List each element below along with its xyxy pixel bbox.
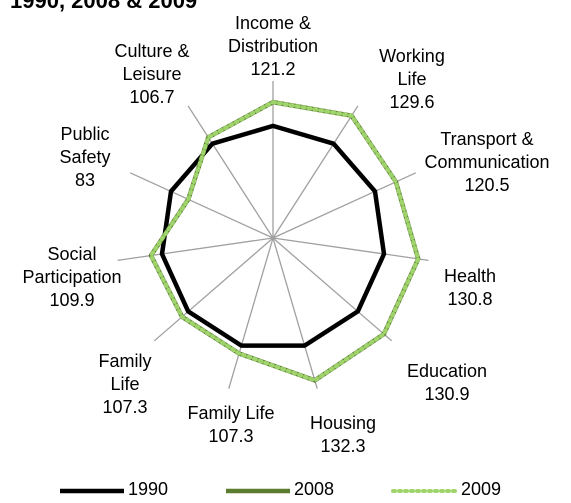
axis-label: Public Safety 83 bbox=[54, 123, 116, 192]
value-label: 130.8 bbox=[447, 289, 493, 309]
spoke bbox=[272, 237, 393, 342]
axis-label: Family Life 107.3 bbox=[94, 350, 156, 419]
spoke bbox=[228, 237, 274, 389]
spoke bbox=[272, 237, 318, 389]
category-label: Family Life bbox=[187, 403, 275, 423]
legend-label: 2008 bbox=[294, 479, 335, 499]
value-label: 121.2 bbox=[250, 59, 296, 79]
spoke bbox=[272, 237, 429, 261]
category-label: Family Life bbox=[98, 351, 152, 394]
axis-label: Education 130.9 bbox=[397, 360, 497, 406]
category-label: Social Participation bbox=[22, 244, 122, 287]
value-label: 132.3 bbox=[320, 436, 366, 456]
axis-label: Income & Distribution 121.2 bbox=[213, 12, 333, 81]
category-label: Housing bbox=[309, 413, 377, 433]
value-label: 107.3 bbox=[208, 426, 254, 446]
value-label: 109.9 bbox=[49, 290, 95, 310]
spoke bbox=[272, 172, 417, 239]
series-line bbox=[159, 123, 387, 348]
axis-label: Working Life 129.6 bbox=[375, 45, 450, 114]
axis-label: Health 130.8 bbox=[430, 265, 510, 311]
value-label: 83 bbox=[74, 170, 96, 190]
spoke bbox=[187, 105, 274, 239]
axis-label: Social Participation 109.9 bbox=[7, 243, 137, 312]
series-line bbox=[149, 100, 421, 383]
axis-label: Transport & Communication 120.5 bbox=[417, 128, 557, 197]
axis-label: Culture & Leisure 106.7 bbox=[107, 40, 197, 109]
category-label: Transport & Communication bbox=[424, 129, 550, 172]
category-label: Working Life bbox=[379, 46, 445, 89]
spoke bbox=[129, 172, 274, 239]
value-label: 129.6 bbox=[389, 92, 435, 112]
value-label: 107.3 bbox=[102, 397, 148, 417]
value-label: 120.5 bbox=[464, 175, 510, 195]
category-label: Education bbox=[406, 361, 488, 381]
category-label: Culture & Leisure bbox=[114, 41, 190, 84]
spoke bbox=[272, 105, 359, 239]
category-label: Income & Distribution bbox=[227, 13, 319, 56]
legend-label: 2009 bbox=[461, 479, 502, 499]
axis-label: Family Life 107.3 bbox=[176, 402, 286, 448]
legend-label: 1990 bbox=[128, 479, 169, 499]
value-label: 106.7 bbox=[129, 87, 175, 107]
spoke bbox=[153, 237, 274, 342]
value-label: 130.9 bbox=[424, 384, 470, 404]
chart-title: 1990, 2008 & 2009 bbox=[10, 0, 198, 13]
spoke bbox=[117, 237, 274, 261]
axis-label: Housing 132.3 bbox=[298, 412, 388, 458]
category-label: Health bbox=[443, 266, 497, 286]
category-label: Public Safety bbox=[59, 124, 111, 167]
